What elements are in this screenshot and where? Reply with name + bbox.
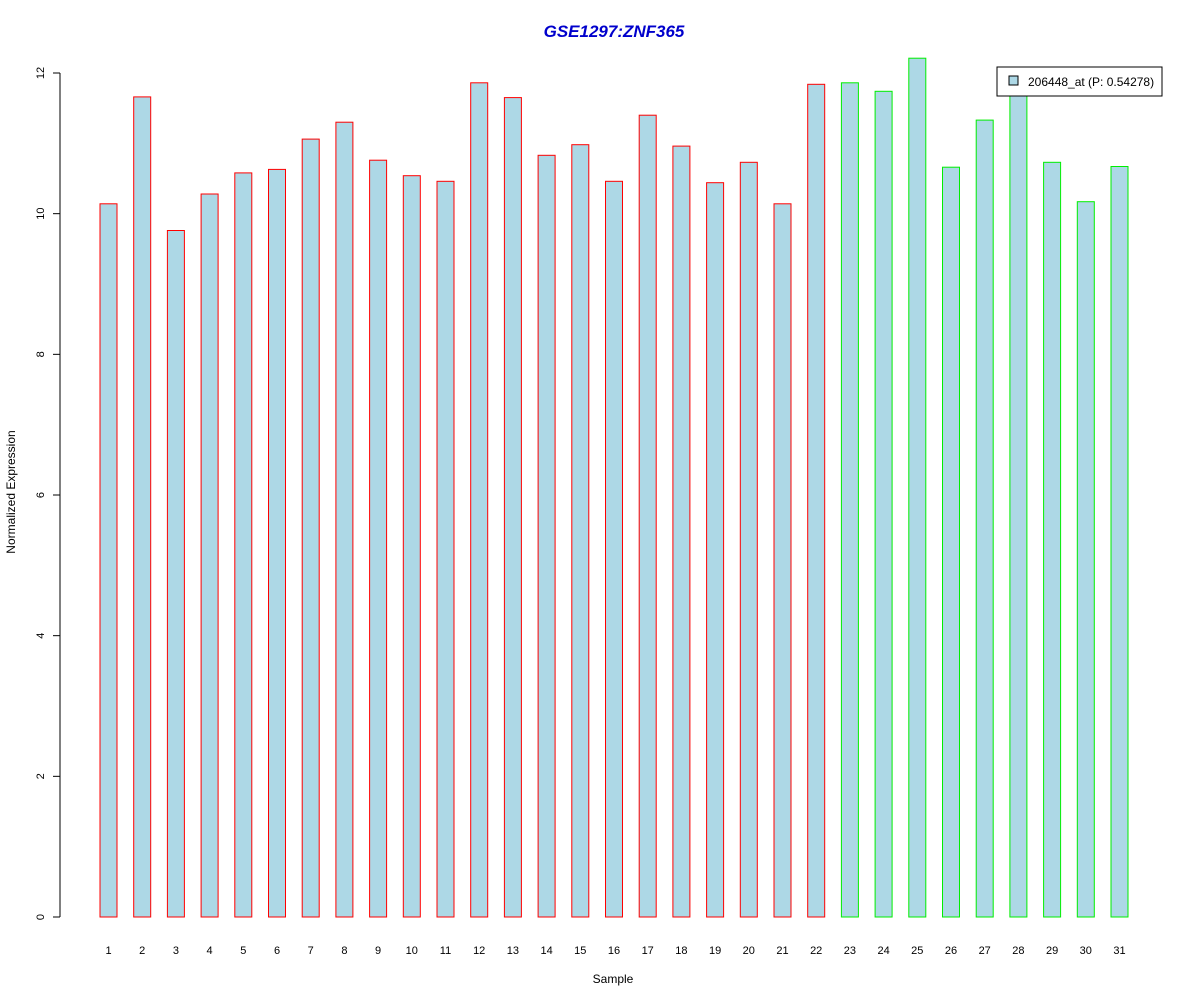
x-tick-label: 23 <box>844 945 856 957</box>
y-tick-label: 2 <box>35 773 47 779</box>
x-tick-label: 11 <box>440 945 451 957</box>
bar-sample-21 <box>773 203 792 918</box>
x-tick-label: 20 <box>743 945 755 957</box>
bar-sample-2 <box>133 96 152 918</box>
x-tick-label: 14 <box>540 945 552 957</box>
x-tick-label: 30 <box>1080 945 1092 957</box>
bar-sample-6 <box>268 168 286 918</box>
x-tick-label: 21 <box>776 945 788 957</box>
x-tick-label: 24 <box>877 945 889 957</box>
bar-sample-29 <box>1043 161 1062 918</box>
x-tick-label: 5 <box>240 945 246 957</box>
bar-sample-5 <box>234 172 253 918</box>
x-tick-label: 4 <box>207 945 213 957</box>
legend-label: 206448_at (P: 0.54278) <box>1028 75 1154 89</box>
bar-sample-3 <box>166 230 185 918</box>
x-tick-label: 3 <box>173 945 179 957</box>
bar-sample-27 <box>975 119 994 918</box>
bar-sample-12 <box>470 82 489 918</box>
bar-sample-31 <box>1110 166 1129 918</box>
x-tick-label: 15 <box>574 945 586 957</box>
legend-box <box>996 66 1163 97</box>
bar-sample-7 <box>301 138 320 918</box>
x-tick-label: 28 <box>1012 945 1024 957</box>
y-tick-label: 4 <box>35 633 47 639</box>
bar-sample-22 <box>807 83 826 918</box>
bar-sample-4 <box>200 193 219 918</box>
y-tick-label: 0 <box>35 914 47 920</box>
chart-title: GSE1297:ZNF365 <box>544 22 685 41</box>
x-tick-label: 17 <box>642 945 654 957</box>
x-axis-tick-labels: 1 2 3 4 5 6 7 8 9 10 11 12 13 14 15 16 17 18 19 20 21 22 23 24 2… <box>105 945 1125 957</box>
bar-sample-1 <box>99 203 118 918</box>
x-tick-label: 1 <box>105 945 111 957</box>
bar-sample-14 <box>537 154 556 918</box>
legend: 206448_at (P: 0.54278) <box>996 66 1163 97</box>
y-axis-label: Normalized Expression <box>4 430 18 553</box>
bar-sample-15 <box>571 144 590 918</box>
bar-sample-30 <box>1076 201 1095 918</box>
y-axis: 0 2 4 6 8 10 12 <box>35 67 61 920</box>
y-tick-label: 6 <box>35 492 47 498</box>
x-tick-label: 22 <box>810 945 822 957</box>
x-axis-label: Sample <box>593 972 634 986</box>
x-tick-label: 19 <box>709 945 721 957</box>
bar-sample-13 <box>503 97 522 918</box>
bar-sample-23 <box>840 82 859 918</box>
bar-sample-11 <box>436 180 455 918</box>
x-tick-label: 12 <box>473 945 485 957</box>
x-tick-label: 18 <box>675 945 687 957</box>
bar-sample-10 <box>402 175 421 918</box>
x-tick-label: 16 <box>608 945 620 957</box>
x-tick-label: 9 <box>375 945 381 957</box>
y-tick-label: 8 <box>35 351 47 357</box>
x-tick-label: 13 <box>507 945 519 957</box>
bars <box>99 57 1129 918</box>
x-tick-label: 10 <box>406 945 418 957</box>
bar-sample-19 <box>706 182 725 918</box>
bar-sample-9 <box>369 159 388 918</box>
bar-sample-16 <box>605 180 623 918</box>
x-tick-label: 7 <box>308 945 314 957</box>
y-tick-label: 10 <box>35 208 47 220</box>
bar-sample-25 <box>908 57 927 918</box>
x-tick-label: 29 <box>1046 945 1058 957</box>
bar-sample-26 <box>942 166 960 918</box>
bar-sample-20 <box>739 161 758 918</box>
bar-sample-8 <box>335 121 354 918</box>
x-tick-label: 27 <box>979 945 991 957</box>
x-tick-label: 6 <box>274 945 280 957</box>
bar-sample-24 <box>874 90 893 918</box>
y-tick-label: 12 <box>35 67 47 79</box>
x-tick-label: 8 <box>341 945 347 957</box>
bar-sample-18 <box>672 145 691 918</box>
x-tick-label: 26 <box>945 945 957 957</box>
legend-swatch <box>1008 75 1019 86</box>
x-tick-label: 25 <box>911 945 923 957</box>
x-tick-label: 2 <box>139 945 145 957</box>
bar-sample-28 <box>1009 93 1028 918</box>
x-tick-label: 31 <box>1113 945 1125 957</box>
bar-sample-17 <box>638 114 657 918</box>
